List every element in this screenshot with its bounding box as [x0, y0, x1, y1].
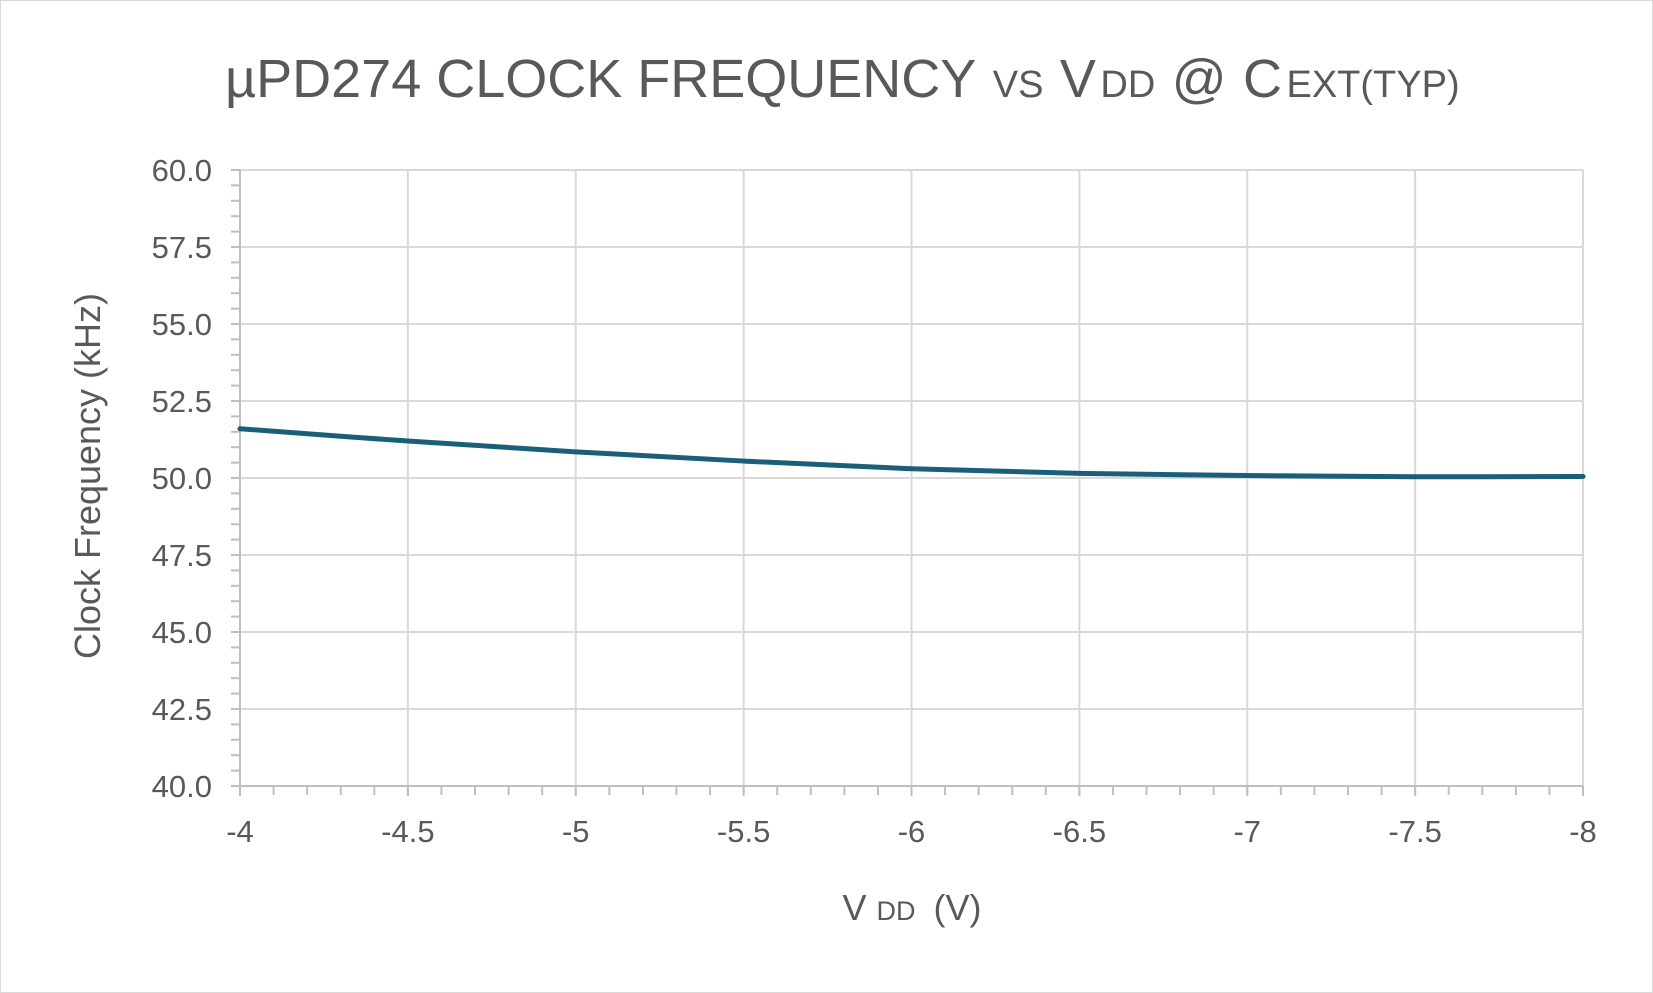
series-group: [237, 426, 1586, 480]
title-ext: EXT(TYP): [1286, 64, 1459, 106]
title-dd: DD: [1100, 64, 1155, 106]
y-tick-label: 45.0: [152, 615, 212, 650]
x-tick-label: -6: [898, 814, 926, 849]
y-tick-label: 50.0: [152, 461, 212, 496]
x-axis-title: V DD (V): [842, 887, 981, 928]
x-tick-label: -6.5: [1053, 814, 1106, 849]
y-tick-label: 40.0: [152, 769, 212, 804]
series-line: [237, 426, 1586, 480]
x-tick-label: -5.5: [717, 814, 770, 849]
x-tick-labels: -4 -4.5 -5 -5.5 -6 -6.5 -7 -7.5 -8: [226, 814, 1597, 849]
x-tick-label: -8: [1569, 814, 1597, 849]
title-vs: VS: [993, 64, 1044, 106]
y-tick-label: 57.5: [152, 230, 212, 265]
y-tick-labels: 40.0 42.5 45.0 47.5 50.0 52.5 55.0 57.5 60.0: [152, 153, 212, 804]
grid-lines: [240, 169, 1584, 786]
chart-title: µPD274 CLOCK FREQUENCY VS V DD @ C EXT(T…: [225, 49, 1460, 109]
y-tick-label: 52.5: [152, 384, 212, 419]
y-tick-label: 42.5: [152, 692, 212, 727]
minor-ticks: [231, 169, 1584, 795]
y-tick-label: 55.0: [152, 307, 212, 342]
x-tick-label: -4: [226, 814, 254, 849]
y-tick-label: 47.5: [152, 538, 212, 573]
axes: [239, 170, 1584, 796]
x-tick-label: -7: [1233, 814, 1261, 849]
x-tick-label: -7.5: [1388, 814, 1441, 849]
x-tick-label: -4.5: [381, 814, 434, 849]
x-tick-label: -5: [562, 814, 590, 849]
title-at: @: [1172, 49, 1227, 109]
y-axis-title: Clock Frequency (kHz): [67, 293, 108, 659]
x-title-v: V: [842, 887, 866, 928]
title-v: V: [1060, 49, 1096, 109]
x-title-dd: DD: [877, 896, 916, 926]
title-c: C: [1243, 49, 1282, 109]
y-tick-label: 60.0: [152, 153, 212, 188]
x-title-unit: (V): [934, 887, 982, 928]
title-prefix: µPD274 CLOCK FREQUENCY: [225, 49, 976, 109]
